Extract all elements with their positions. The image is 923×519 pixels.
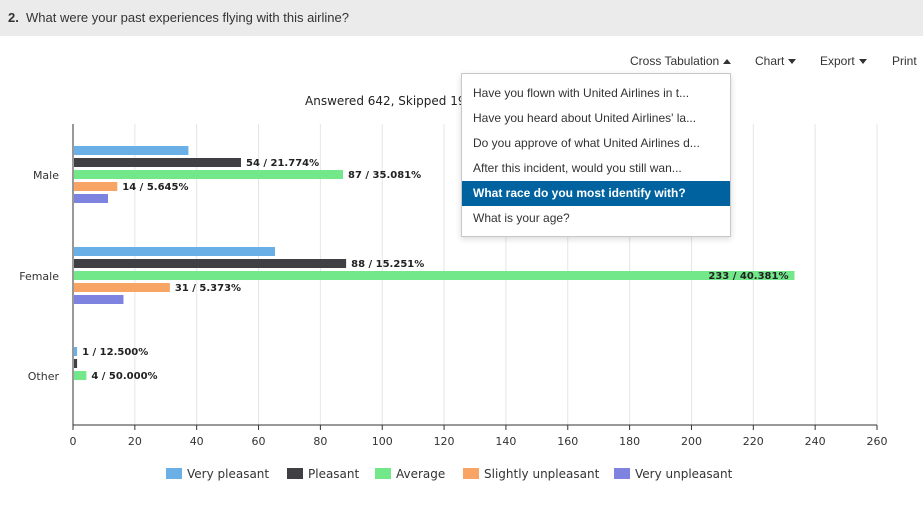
bar — [74, 359, 78, 368]
export-menu[interactable]: Export — [820, 54, 867, 68]
print-label: Print — [892, 54, 917, 68]
dropdown-item[interactable]: Do you approve of what United Airlines d… — [473, 136, 700, 150]
x-tick-label: 80 — [313, 435, 327, 448]
x-tick-label: 160 — [557, 435, 578, 448]
question-number: 2. — [8, 10, 19, 25]
bar — [74, 371, 87, 380]
dropdown-item[interactable]: Have you flown with United Airlines in t… — [473, 86, 690, 100]
legend-label: Very pleasant — [187, 467, 270, 481]
x-tick-label: 260 — [867, 435, 888, 448]
dropdown-item[interactable]: What race do you most identify with? — [462, 181, 730, 206]
legend-label: Average — [396, 467, 446, 481]
legend-pleasant[interactable]: Pleasant — [287, 467, 359, 481]
cross-tabulation-menu[interactable]: Cross Tabulation — [630, 54, 732, 68]
legend-swatch — [166, 468, 182, 479]
legend-slightly-unpleasant[interactable]: Slightly unpleasant — [463, 467, 599, 481]
x-tick-label: 200 — [681, 435, 702, 448]
x-tick-label: 60 — [252, 435, 266, 448]
question-header: 2. What were your past experiences flyin… — [0, 0, 923, 36]
legend-average[interactable]: Average — [375, 467, 445, 481]
bar — [74, 283, 170, 292]
legend-very-unpleasant[interactable]: Very unpleasant — [614, 467, 732, 481]
x-tick-label: 180 — [619, 435, 640, 448]
x-tick-label: 140 — [495, 435, 516, 448]
data-label: 14 / 5.645% — [122, 182, 188, 193]
category-label: Female — [19, 270, 59, 283]
bar — [74, 158, 241, 167]
x-tick-label: 240 — [805, 435, 826, 448]
legend-label: Very unpleasant — [635, 467, 733, 481]
data-label: 233 / 40.381% — [708, 271, 788, 282]
data-label: 4 / 50.000% — [91, 371, 157, 382]
data-label: 1 / 12.500% — [82, 347, 148, 358]
x-tick-label: 120 — [434, 435, 455, 448]
caret-up-icon — [723, 59, 732, 65]
x-tick-label: 40 — [190, 435, 204, 448]
x-tick-label: 220 — [743, 435, 764, 448]
bar — [74, 170, 344, 179]
question-text: What were your past experiences flying w… — [26, 10, 349, 25]
bar — [74, 347, 78, 356]
legend-swatch — [375, 468, 391, 479]
export-menu-label: Export — [820, 54, 855, 68]
caret-down-icon — [788, 59, 797, 65]
data-label: 31 / 5.373% — [175, 283, 241, 294]
chart-menu[interactable]: Chart — [755, 54, 797, 68]
chart-menu-label: Chart — [755, 54, 785, 68]
legend-very-pleasant[interactable]: Very pleasant — [166, 467, 269, 481]
data-label: 88 / 15.251% — [351, 259, 424, 270]
legend-label: Pleasant — [308, 467, 360, 481]
bar — [74, 259, 347, 268]
legend-swatch — [287, 468, 303, 479]
dropdown-item[interactable]: After this incident, would you still wan… — [473, 161, 682, 175]
x-tick-label: 20 — [128, 435, 142, 448]
dropdown-item[interactable]: Have you heard about United Airlines' la… — [473, 111, 697, 125]
bar — [74, 182, 118, 191]
legend-swatch — [614, 468, 630, 479]
cross-tabulation-dropdown: Have you flown with United Airlines in t… — [461, 73, 731, 237]
print-button[interactable]: Print — [892, 54, 917, 68]
bar — [74, 295, 124, 304]
bar-chart: 0 20 40 60 80 100 120 140 160 180 200 220 240 260 Male… — [19, 124, 888, 448]
bar — [74, 194, 109, 203]
cross-tabulation-label: Cross Tabulation — [630, 54, 720, 68]
caret-down-icon — [858, 59, 867, 65]
data-label: 54 / 21.774% — [246, 158, 319, 169]
bar — [74, 146, 189, 155]
bar — [74, 271, 795, 280]
bar — [74, 247, 275, 256]
dropdown-item[interactable]: What is your age? — [473, 211, 570, 225]
legend-label: Slightly unpleasant — [484, 467, 600, 481]
x-tick-label: 100 — [372, 435, 393, 448]
x-tick-label: 0 — [70, 435, 77, 448]
legend-swatch — [463, 468, 479, 479]
category-label: Male — [33, 169, 59, 182]
data-label: 87 / 35.081% — [348, 170, 421, 181]
response-summary: Answered 642, Skipped 19 — [305, 94, 466, 108]
category-label: Other — [28, 370, 60, 383]
